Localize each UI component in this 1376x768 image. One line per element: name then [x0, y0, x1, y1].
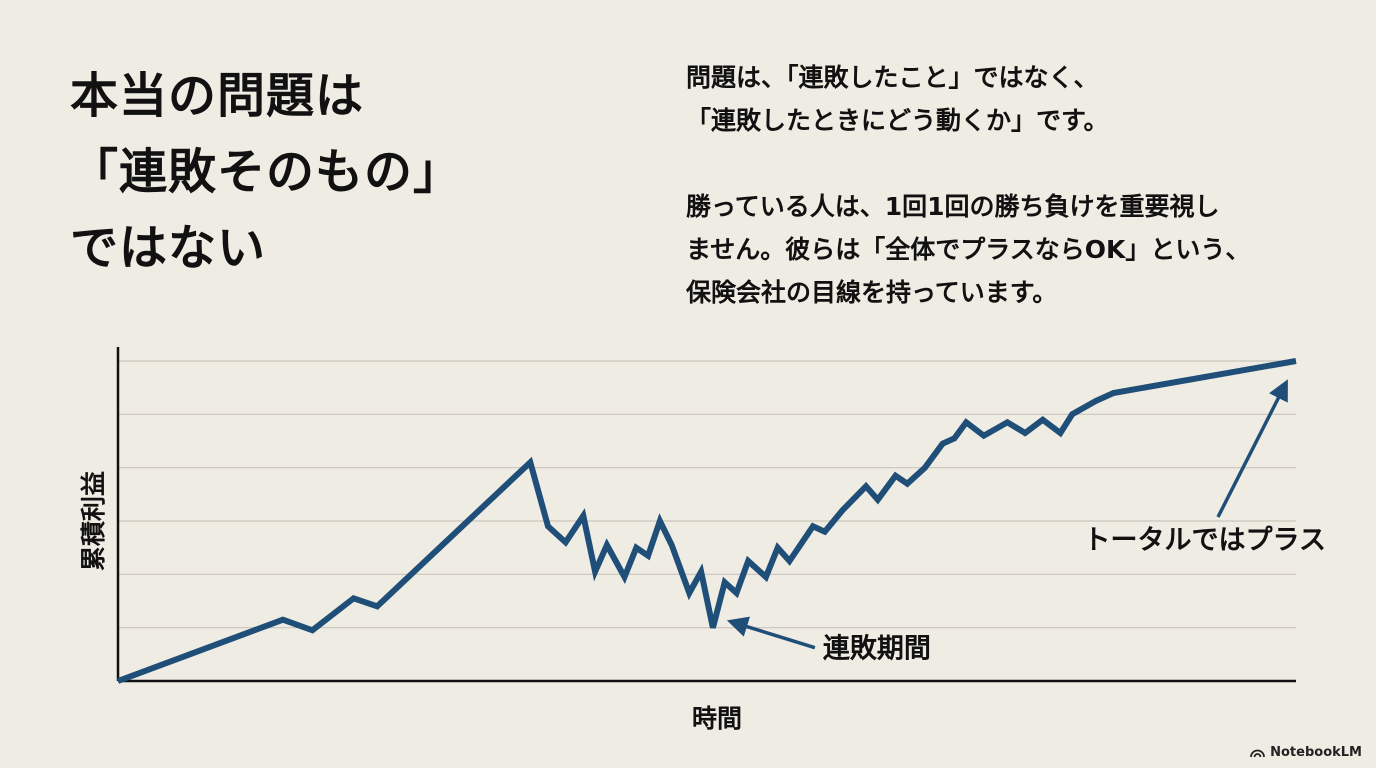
- x-axis-label: 時間: [692, 704, 742, 733]
- explanation-text: 問題は、「連敗したこと」ではなく、 「連敗したときにどう動くか」です。 勝ってい…: [686, 56, 1346, 314]
- brand-watermark: NotebookLM: [1250, 745, 1362, 760]
- paragraph-1-line-1: 問題は、「連敗したこと」ではなく、: [686, 63, 1099, 92]
- total-plus-arrow: [1216, 379, 1288, 518]
- paragraph-1: 問題は、「連敗したこと」ではなく、 「連敗したときにどう動くか」です。: [686, 56, 1346, 142]
- losing-streak-arrow: [726, 616, 816, 650]
- y-axis-label: 累積利益: [79, 471, 108, 571]
- title-line-3: ではない: [70, 220, 267, 276]
- paragraph-2-line-1: 勝っている人は、1回1回の勝ち負けを重要視し: [686, 192, 1220, 221]
- total-plus-label: トータルではプラス: [1084, 525, 1326, 556]
- title-line-1: 本当の問題は: [70, 68, 365, 124]
- brand-name: NotebookLM: [1270, 745, 1362, 760]
- slide-title: 本当の問題は 「連敗そのもの」 ではない: [70, 58, 590, 286]
- paragraph-2-line-2: ません。彼らは「全体でプラスならOK」という、: [686, 235, 1251, 264]
- title-line-2: 「連敗そのもの」: [70, 144, 463, 200]
- series-line: [116, 358, 1297, 684]
- losing-streak-label: 連敗期間: [823, 634, 931, 665]
- paragraph-2-line-3: 保険会社の目線を持っています。: [686, 278, 1058, 307]
- notebooklm-logo-icon: [1250, 749, 1266, 758]
- paragraph-2: 勝っている人は、1回1回の勝ち負けを重要視し ません。彼らは「全体でプラスならO…: [686, 185, 1346, 314]
- paragraph-1-line-2: 「連敗したときにどう動くか」です。: [686, 106, 1109, 135]
